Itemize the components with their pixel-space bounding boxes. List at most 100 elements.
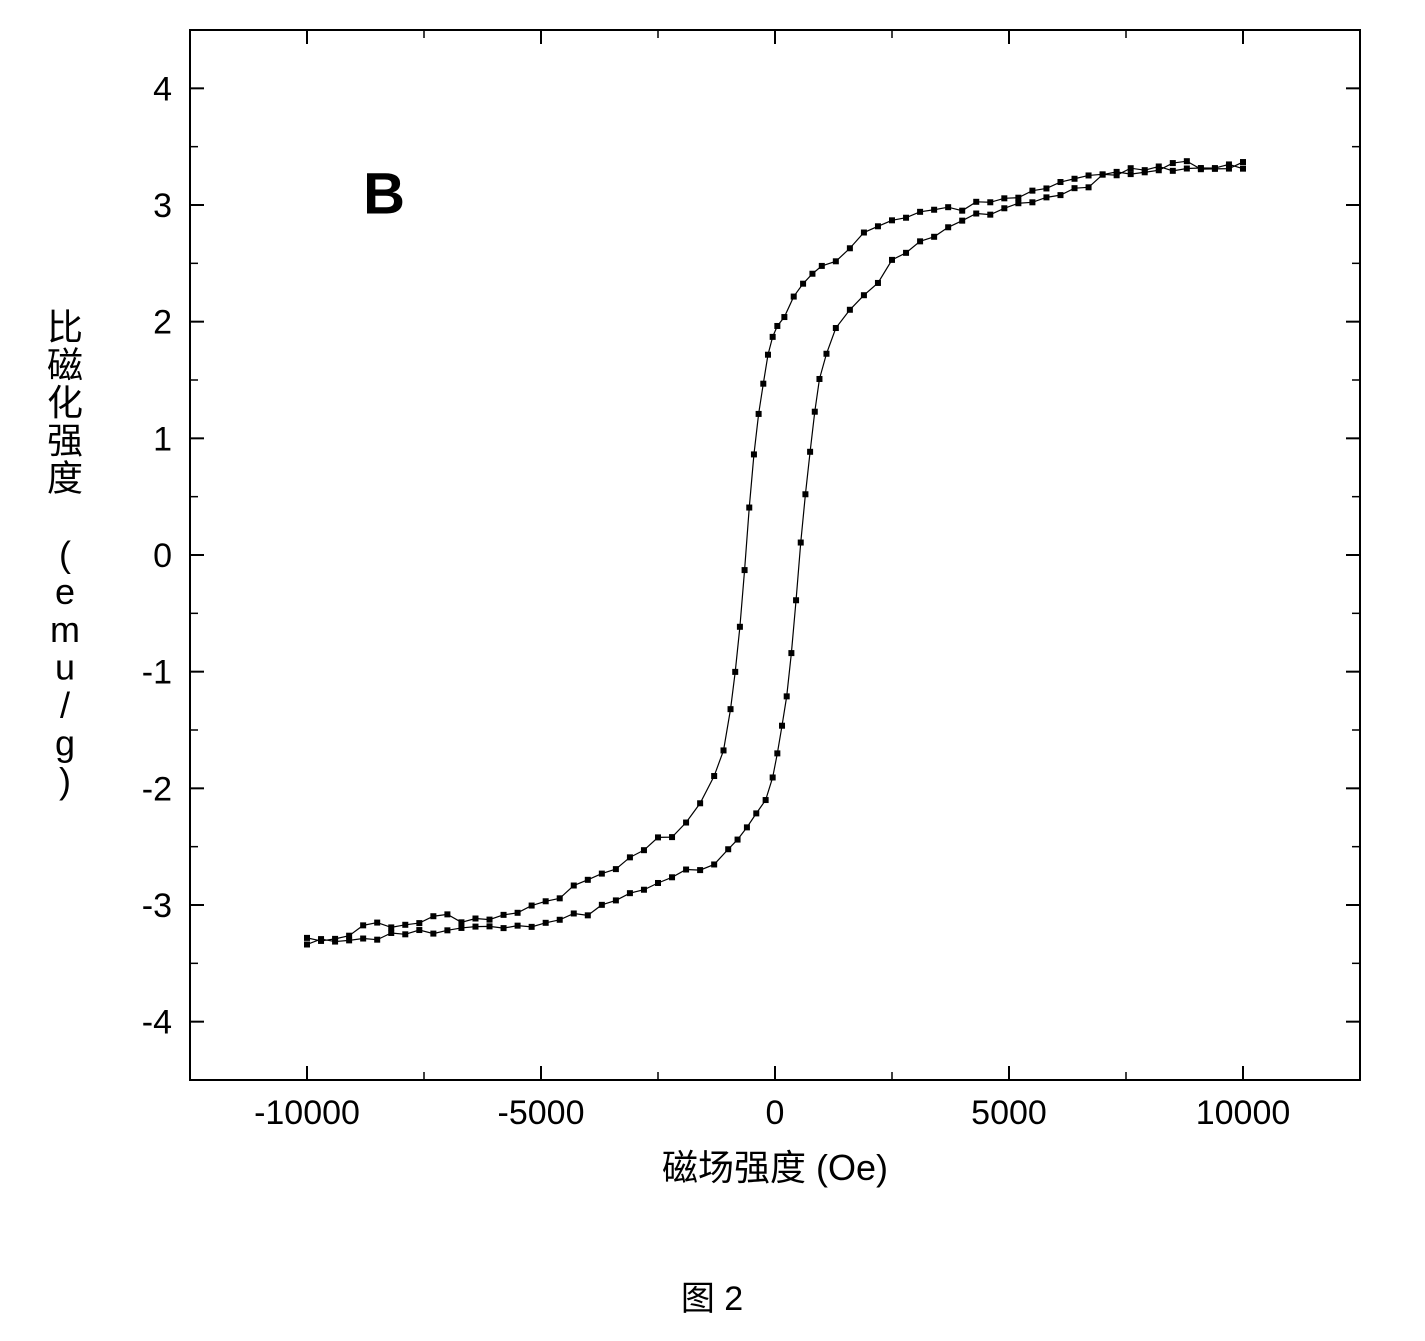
upper-curve-marker [751,451,757,457]
lower-curve-marker [655,880,661,886]
lower-curve-marker [807,449,813,455]
upper-curve-marker [416,920,422,926]
y-axis-title-char: 磁 [47,344,83,385]
lower-curve-marker [571,910,577,916]
upper-curve-marker [732,669,738,675]
x-tick-label: 5000 [971,1094,1047,1132]
x-tick-label: 10000 [1196,1094,1291,1132]
upper-curve-marker [458,919,464,925]
upper-curve-line [307,164,1243,940]
upper-curve-marker [402,922,408,928]
upper-curve-marker [774,323,780,329]
y-tick-label: 3 [153,187,172,225]
upper-curve-marker [861,230,867,236]
upper-curve-marker [931,207,937,213]
lower-curve-marker [374,937,380,943]
upper-curve-marker [669,834,675,840]
lower-curve-marker [1015,200,1021,206]
y-tick-label: 4 [153,70,172,108]
x-axis-title: 磁场强度 (Oe) [662,1147,888,1188]
lower-curve-marker [812,409,818,415]
upper-curve-marker [571,883,577,889]
lower-curve-marker [416,927,422,933]
upper-curve-marker [529,903,535,909]
lower-curve-marker [875,280,881,286]
upper-curve-marker [1001,195,1007,201]
lower-curve-marker [1114,169,1120,175]
lower-curve-marker [763,797,769,803]
lower-curve-marker [1212,166,1218,172]
lower-curve-marker [1100,172,1106,178]
lower-curve-marker [784,693,790,699]
lower-curve-marker [744,824,750,830]
y-axis-title-char: m [50,609,80,650]
lower-curve-marker [318,936,324,942]
upper-curve-marker [613,866,619,872]
upper-curve-marker [833,258,839,264]
upper-curve-marker [781,314,787,320]
lower-curve-marker [501,925,507,931]
lower-curve-marker [641,887,647,893]
upper-curve-marker [1057,179,1063,185]
upper-curve-marker [765,352,771,358]
figure-caption: 图 2 [681,1280,743,1318]
upper-curve-marker [501,912,507,918]
y-tick-label: -4 [142,1004,172,1042]
lower-curve-marker [1072,185,1078,191]
upper-curve-marker [760,381,766,387]
upper-curve-marker [627,854,633,860]
upper-curve-marker [304,935,310,941]
upper-curve-marker [543,898,549,904]
upper-curve-marker [1043,185,1049,191]
y-axis-title-char: 比 [47,307,83,348]
upper-curve-marker [819,263,825,269]
lower-curve-marker [823,351,829,357]
lower-curve-marker [388,930,394,936]
lower-curve-marker [669,874,675,880]
upper-curve-marker [809,271,815,277]
lower-curve-marker [779,723,785,729]
lower-curve-marker [816,376,822,382]
lower-curve-marker [487,923,493,929]
lower-curve-line [307,161,1243,944]
upper-curve-marker [585,877,591,883]
upper-curve-marker [557,895,563,901]
upper-curve-marker [728,706,734,712]
lower-curve-marker [360,936,366,942]
upper-curve-marker [973,199,979,205]
upper-curve-marker [374,920,380,926]
lower-curve-marker [1029,199,1035,205]
y-axis-title-char: ) [59,760,71,801]
lower-curve-marker [861,292,867,298]
lower-curve-marker [515,923,521,929]
upper-curve-marker [360,922,366,928]
y-tick-label: -1 [142,654,172,692]
upper-curve-marker [791,294,797,300]
upper-curve-marker [515,910,521,916]
upper-curve-marker [959,208,965,214]
lower-curve-marker [1198,166,1204,172]
lower-curve-marker [931,234,937,240]
lower-curve-marker [1156,167,1162,173]
upper-curve-marker [655,834,661,840]
lower-curve-marker [1001,205,1007,211]
lower-curve-marker [613,897,619,903]
upper-curve-marker [1170,168,1176,174]
figure-container: -10000-50000500010000-4-3-2-101234磁场强度 (… [0,0,1425,1341]
upper-curve-marker [917,209,923,215]
upper-curve-marker [430,913,436,919]
upper-curve-marker [599,871,605,877]
lower-curve-marker [683,867,689,873]
upper-curve-marker [756,411,762,417]
y-axis-title-char: u [55,647,75,688]
upper-curve-marker [1029,188,1035,194]
upper-curve-marker [683,820,689,826]
upper-curve-marker [1240,166,1246,172]
upper-curve-marker [1015,195,1021,201]
lower-curve-marker [735,837,741,843]
lower-curve-marker [697,867,703,873]
y-tick-label: 0 [153,537,172,575]
upper-curve-marker [641,847,647,853]
lower-curve-marker [903,250,909,256]
upper-curve-marker [987,199,993,205]
